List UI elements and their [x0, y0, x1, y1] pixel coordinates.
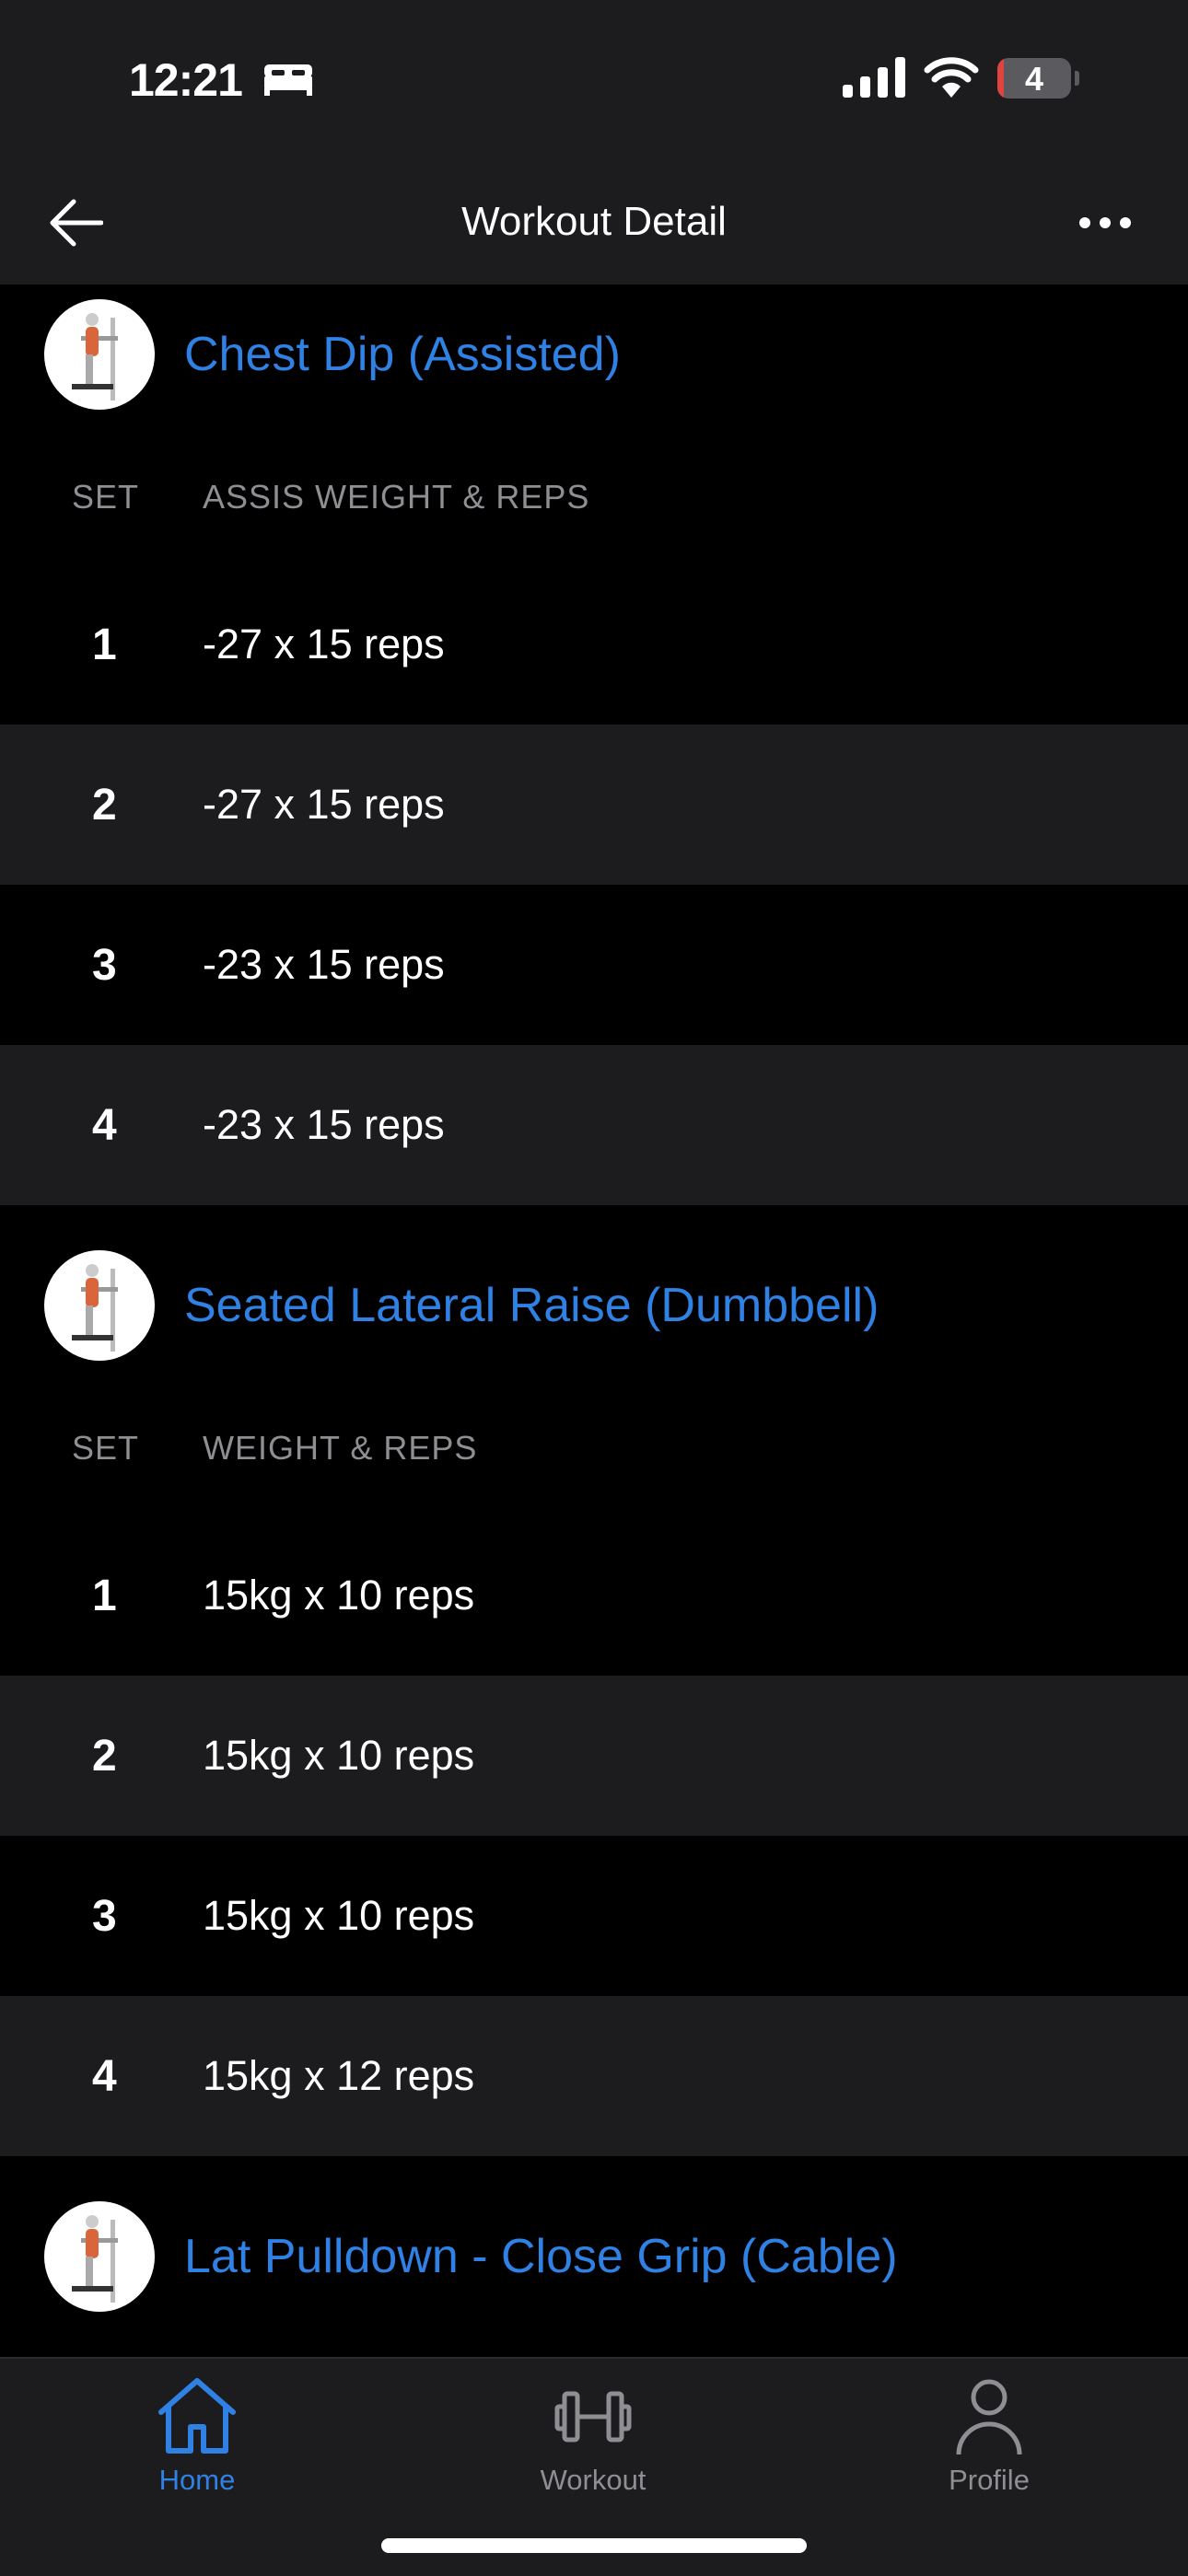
exercise-section: Chest Dip (Assisted) SET ASSIS WEIGHT & … [0, 284, 1188, 1205]
set-number: 3 [92, 1891, 117, 1941]
sets-list: 1 15kg x 10 reps 2 15kg x 10 reps 3 15kg… [0, 1515, 1188, 2156]
tab-workout[interactable]: Workout [483, 2377, 704, 2497]
col-value: ASSIS WEIGHT & REPS [203, 477, 590, 516]
exercise-header[interactable]: Seated Lateral Raise (Dumbbell) [0, 1205, 1188, 1406]
set-number: 1 [92, 620, 117, 669]
bed-icon [264, 64, 312, 96]
set-row: 4 15kg x 12 reps [0, 1996, 1188, 2156]
exercise-thumbnail [44, 2201, 155, 2312]
set-number: 2 [92, 1731, 117, 1781]
set-value: -27 x 15 reps [203, 621, 445, 667]
dumbbell-icon [554, 2391, 632, 2443]
wifi-icon [924, 57, 979, 98]
sets-column-header: SET ASSIS WEIGHT & REPS [0, 455, 1188, 564]
person-icon [956, 2379, 1022, 2455]
signal-icon [843, 57, 905, 98]
page-title: Workout Detail [461, 199, 727, 244]
set-value: -23 x 15 reps [203, 1101, 445, 1148]
set-number: 2 [92, 780, 117, 830]
workout-content[interactable]: Chest Dip (Assisted) SET ASSIS WEIGHT & … [0, 284, 1188, 2357]
battery-nub [1075, 71, 1079, 86]
home-icon [158, 2378, 236, 2454]
set-row: 2 -27 x 15 reps [0, 725, 1188, 885]
sets-column-header: SET WEIGHT & REPS [0, 1406, 1188, 1515]
set-row: 3 -23 x 15 reps [0, 885, 1188, 1045]
battery-icon: 4 [997, 58, 1071, 99]
set-value: -27 x 15 reps [203, 781, 445, 828]
col-value: WEIGHT & REPS [203, 1428, 478, 1467]
set-number: 1 [92, 1571, 117, 1620]
status-time: 12:21 [129, 54, 243, 106]
col-set: SET [72, 477, 140, 516]
battery-level: 4 [1024, 60, 1044, 98]
set-row: 2 15kg x 10 reps [0, 1676, 1188, 1836]
set-number: 3 [92, 940, 117, 990]
exercise-header[interactable]: Lat Pulldown - Close Grip (Cable) [0, 2156, 1188, 2357]
header: 12:21 4 Workout Detail [0, 0, 1188, 284]
set-value: 15kg x 10 reps [203, 1732, 475, 1779]
set-value: -23 x 15 reps [203, 941, 445, 988]
home-indicator[interactable] [381, 2538, 807, 2553]
set-value: 15kg x 10 reps [203, 1572, 475, 1619]
set-row: 4 -23 x 15 reps [0, 1045, 1188, 1205]
tab-profile[interactable]: Profile [879, 2377, 1100, 2497]
tab-label: Profile [949, 2464, 1030, 2496]
exercise-name[interactable]: Chest Dip (Assisted) [184, 328, 621, 381]
exercise-section: Lat Pulldown - Close Grip (Cable) [0, 2156, 1188, 2357]
set-row: 3 15kg x 10 reps [0, 1836, 1188, 1996]
set-row: 1 15kg x 10 reps [0, 1515, 1188, 1676]
exercise-header[interactable]: Chest Dip (Assisted) [0, 284, 1188, 455]
set-number: 4 [92, 2051, 117, 2101]
exercise-name[interactable]: Lat Pulldown - Close Grip (Cable) [184, 2230, 898, 2283]
set-value: 15kg x 12 reps [203, 2052, 475, 2099]
exercise-name[interactable]: Seated Lateral Raise (Dumbbell) [184, 1279, 879, 1332]
exercise-thumbnail [44, 1250, 155, 1361]
exercise-section: Seated Lateral Raise (Dumbbell) SET WEIG… [0, 1205, 1188, 2156]
tab-label: Home [158, 2464, 236, 2496]
set-number: 4 [92, 1100, 117, 1150]
set-row: 1 -27 x 15 reps [0, 564, 1188, 725]
col-set: SET [72, 1428, 140, 1467]
arrow-left-icon[interactable] [48, 199, 103, 247]
sets-list: 1 -27 x 15 reps 2 -27 x 15 reps 3 -23 x … [0, 564, 1188, 1205]
ellipsis-icon[interactable] [1077, 214, 1133, 232]
set-value: 15kg x 10 reps [203, 1892, 475, 1939]
exercise-thumbnail [44, 299, 155, 410]
tab-label: Workout [540, 2464, 646, 2496]
tab-home[interactable]: Home [87, 2377, 308, 2497]
